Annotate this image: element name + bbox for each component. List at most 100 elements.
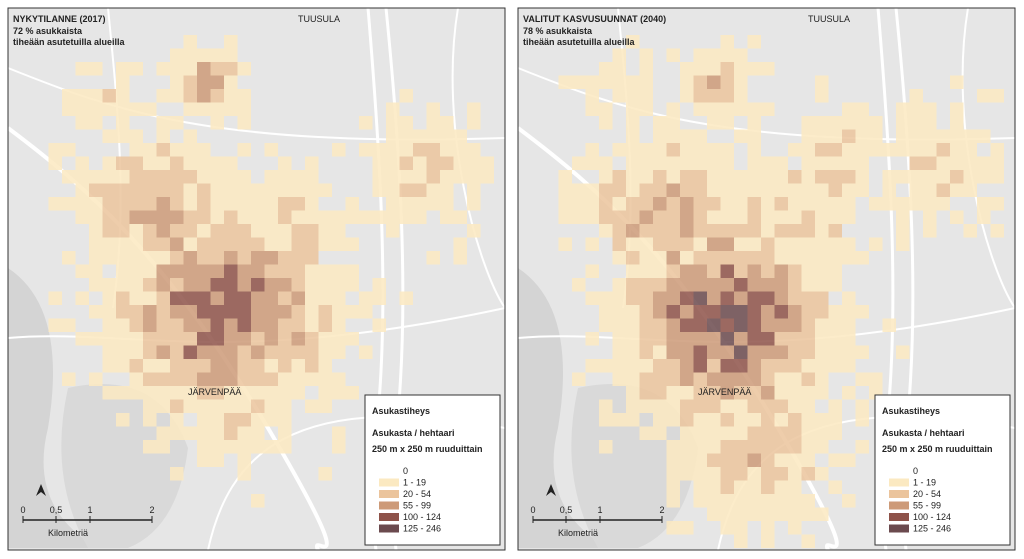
- density-cell: [318, 291, 332, 305]
- density-cell: [156, 156, 170, 170]
- density-cell: [197, 399, 211, 413]
- panel-subtitle: tiheään asutetuilla alueilla: [13, 37, 126, 47]
- density-cell: [305, 399, 319, 413]
- density-cell: [707, 251, 721, 265]
- density-cell: [680, 359, 694, 373]
- density-cell: [855, 102, 869, 116]
- density-cell: [707, 467, 721, 481]
- density-cell: [129, 291, 143, 305]
- density-cell: [183, 129, 197, 143]
- density-cell: [170, 116, 184, 130]
- density-cell: [963, 143, 977, 157]
- density-cell: [278, 305, 292, 319]
- density-cell: [143, 143, 157, 157]
- density-cell: [197, 170, 211, 184]
- density-cell: [761, 507, 775, 521]
- density-cell: [680, 224, 694, 238]
- density-cell: [156, 116, 170, 130]
- density-cell: [467, 197, 481, 211]
- density-cell: [639, 48, 653, 62]
- density-cell: [666, 332, 680, 346]
- density-cell: [639, 278, 653, 292]
- density-cell: [761, 251, 775, 265]
- density-cell: [666, 197, 680, 211]
- density-cell: [224, 264, 238, 278]
- density-cell: [278, 251, 292, 265]
- density-cell: [950, 210, 964, 224]
- density-cell: [278, 197, 292, 211]
- density-cell: [291, 210, 305, 224]
- density-cell: [788, 440, 802, 454]
- density-cell: [599, 305, 613, 319]
- density-cell: [599, 210, 613, 224]
- density-cell: [842, 291, 856, 305]
- density-cell: [440, 170, 454, 184]
- density-cell: [855, 413, 869, 427]
- density-cell: [774, 170, 788, 184]
- density-cell: [237, 440, 251, 454]
- density-cell: [413, 210, 427, 224]
- density-cell: [707, 156, 721, 170]
- density-cell: [237, 426, 251, 440]
- density-cell: [909, 170, 923, 184]
- density-cell: [558, 75, 572, 89]
- density-cell: [801, 318, 815, 332]
- density-cell: [815, 507, 829, 521]
- density-cell: [774, 345, 788, 359]
- density-cell: [156, 440, 170, 454]
- density-cell: [747, 507, 761, 521]
- density-cell: [896, 237, 910, 251]
- density-cell: [426, 102, 440, 116]
- density-cell: [102, 359, 116, 373]
- density-cell: [653, 291, 667, 305]
- density-cell: [653, 372, 667, 386]
- density-cell: [467, 224, 481, 238]
- density-cell: [855, 116, 869, 130]
- density-cell: [761, 332, 775, 346]
- density-cell: [183, 264, 197, 278]
- density-cell: [251, 318, 265, 332]
- density-cell: [89, 237, 103, 251]
- density-cell: [666, 399, 680, 413]
- density-cell: [828, 426, 842, 440]
- density-cell: [707, 494, 721, 508]
- density-cell: [707, 278, 721, 292]
- density-cell: [237, 453, 251, 467]
- scale-label: 2: [149, 505, 154, 515]
- density-cell: [48, 197, 62, 211]
- density-cell: [774, 386, 788, 400]
- density-cell: [801, 237, 815, 251]
- density-cell: [585, 183, 599, 197]
- panel-border: [517, 7, 1016, 551]
- density-cell: [680, 521, 694, 535]
- density-cell: [720, 399, 734, 413]
- density-cell: [318, 345, 332, 359]
- density-cell: [264, 170, 278, 184]
- density-cell: [761, 102, 775, 116]
- density-cell: [734, 237, 748, 251]
- density-cell: [264, 264, 278, 278]
- density-cell: [129, 237, 143, 251]
- density-cell: [129, 264, 143, 278]
- density-cell: [923, 210, 937, 224]
- density-cell: [693, 413, 707, 427]
- density-cell: [788, 305, 802, 319]
- density-cell: [116, 170, 130, 184]
- density-cell: [734, 75, 748, 89]
- density-cell: [666, 372, 680, 386]
- density-cell: [183, 237, 197, 251]
- density-cell: [828, 143, 842, 157]
- density-cell: [734, 224, 748, 238]
- density-cell: [102, 197, 116, 211]
- density-cell: [62, 170, 76, 184]
- density-cell: [599, 440, 613, 454]
- density-cell: [680, 453, 694, 467]
- density-cell: [612, 332, 626, 346]
- density-cell: [828, 251, 842, 265]
- density-cell: [693, 143, 707, 157]
- density-cell: [612, 278, 626, 292]
- density-cell: [102, 89, 116, 103]
- density-cell: [75, 170, 89, 184]
- density-cell: [305, 170, 319, 184]
- density-cell: [990, 156, 1004, 170]
